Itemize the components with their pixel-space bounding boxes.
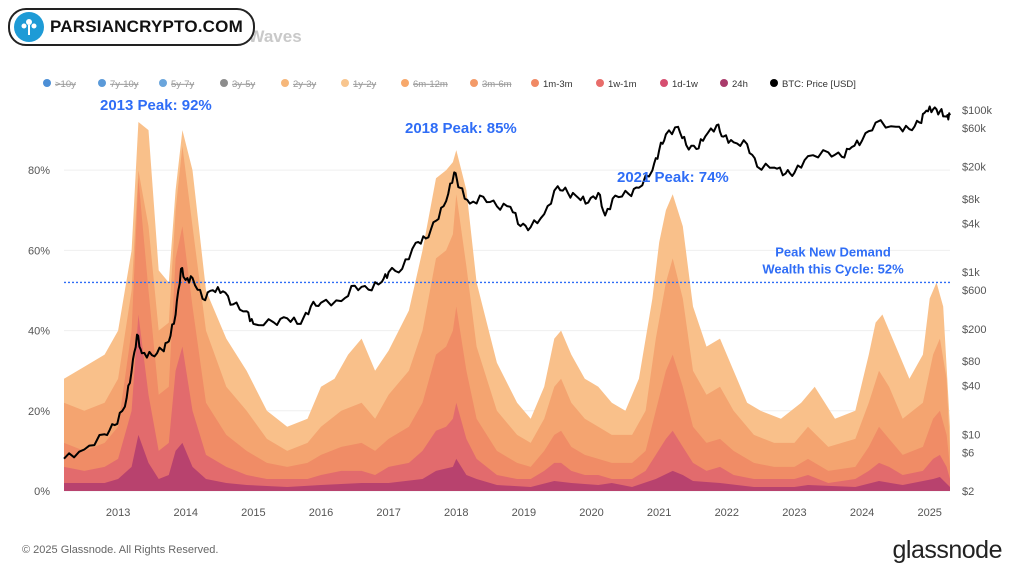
y-tick-right: $600 — [962, 285, 986, 297]
band-areas — [64, 122, 950, 491]
site-badge-text: PARSIANCRYPTO.COM — [50, 17, 243, 36]
y-tick-right: $1k — [962, 267, 980, 279]
legend-label: >10y — [55, 79, 76, 90]
y-tick-right: $20k — [962, 162, 986, 174]
x-tick: 2023 — [782, 507, 806, 519]
y-tick-right: $6 — [962, 447, 974, 459]
y-tick-right: $80 — [962, 356, 980, 368]
legend-label: 3y-5y — [232, 79, 255, 90]
axis-x: 2013 2014 2015 2016 2017 2018 2019 2020 2021 2022… — [106, 507, 942, 519]
price-line — [63, 105, 951, 460]
legend-label: 1w-1m — [608, 79, 637, 90]
area-band — [64, 122, 950, 491]
y-tick-right: $40 — [962, 381, 980, 393]
x-tick: 2014 — [173, 507, 197, 519]
legend-marker — [43, 79, 51, 87]
x-tick: 2021 — [647, 507, 671, 519]
reference-line: Peak New Demand Wealth this Cycle: 52% — [64, 244, 950, 284]
legend-marker — [596, 79, 604, 87]
legend-marker — [281, 79, 289, 87]
y-tick-right: $60k — [962, 123, 986, 135]
copyright: © 2025 Glassnode. All Rights Reserved. — [22, 544, 219, 556]
peak-annotation: 2021 Peak: 74% — [617, 169, 729, 186]
y-tick-right: $4k — [962, 218, 980, 230]
y-tick-left: 40% — [28, 326, 50, 338]
y-tick-left: 80% — [28, 165, 50, 177]
legend-label: 2y-3y — [293, 79, 316, 90]
legend-marker — [660, 79, 668, 87]
legend-marker — [470, 79, 478, 87]
x-tick: 2015 — [241, 507, 265, 519]
y-tick-right: $2 — [962, 486, 974, 498]
x-tick: 2020 — [579, 507, 603, 519]
legend-marker — [720, 79, 728, 87]
x-tick: 2024 — [850, 507, 874, 519]
legend-label: 3m-6m — [482, 79, 512, 90]
legend-marker — [341, 79, 349, 87]
site-badge: PARSIANCRYPTO.COM — [8, 8, 255, 46]
legend-label: 1d-1w — [672, 79, 698, 90]
y-tick-right: $100k — [962, 105, 992, 117]
axis-left: 0% 20% 40% 60% 80% — [28, 165, 50, 498]
x-tick: 2022 — [715, 507, 739, 519]
legend: >10y 7y-10y 5y-7y 3y-5y 2y-3y 1y-2y 6m-12m 3m-6… — [43, 79, 856, 90]
legend-label: BTC: Price [USD] — [782, 79, 856, 90]
brand-logo: glassnode — [892, 536, 1003, 564]
x-tick: 2013 — [106, 507, 130, 519]
x-tick: 2016 — [309, 507, 333, 519]
y-tick-left: 0% — [34, 486, 50, 498]
peak-annotation: 2013 Peak: 92% — [100, 97, 212, 114]
legend-label: 5y-7y — [171, 79, 194, 90]
axis-right: $100k $60k $20k $8k $4k $1k $600 $200 $80 $40 $10 $… — [962, 105, 992, 498]
legend-marker — [220, 79, 228, 87]
btc-price-line — [63, 105, 951, 460]
legend-marker — [98, 79, 106, 87]
tree-icon — [14, 12, 44, 42]
legend-label: 7y-10y — [110, 79, 139, 90]
y-tick-right: $200 — [962, 324, 986, 336]
x-tick: 2019 — [512, 507, 536, 519]
x-tick: 2025 — [917, 507, 941, 519]
x-tick: 2017 — [376, 507, 400, 519]
y-tick-left: 60% — [28, 245, 50, 257]
y-tick-right: $10 — [962, 429, 980, 441]
peak-annotation: 2018 Peak: 85% — [405, 120, 517, 137]
area-band — [64, 146, 950, 491]
area-band — [64, 434, 950, 491]
y-tick-right: $8k — [962, 194, 980, 206]
x-tick: 2018 — [444, 507, 468, 519]
reference-label-line1: Peak New Demand — [775, 244, 891, 259]
legend-marker — [159, 79, 167, 87]
legend-label: 1m-3m — [543, 79, 573, 90]
legend-label: 24h — [732, 79, 748, 90]
legend-marker — [770, 79, 778, 87]
legend-label: 1y-2y — [353, 79, 376, 90]
y-tick-left: 20% — [28, 406, 50, 418]
annotations: 2013 Peak: 92% 2018 Peak: 85% 2021 Peak: 7… — [100, 97, 729, 186]
legend-marker — [531, 79, 539, 87]
legend-label: 6m-12m — [413, 79, 448, 90]
reference-label-line2: Wealth this Cycle: 52% — [762, 261, 904, 276]
legend-marker — [401, 79, 409, 87]
